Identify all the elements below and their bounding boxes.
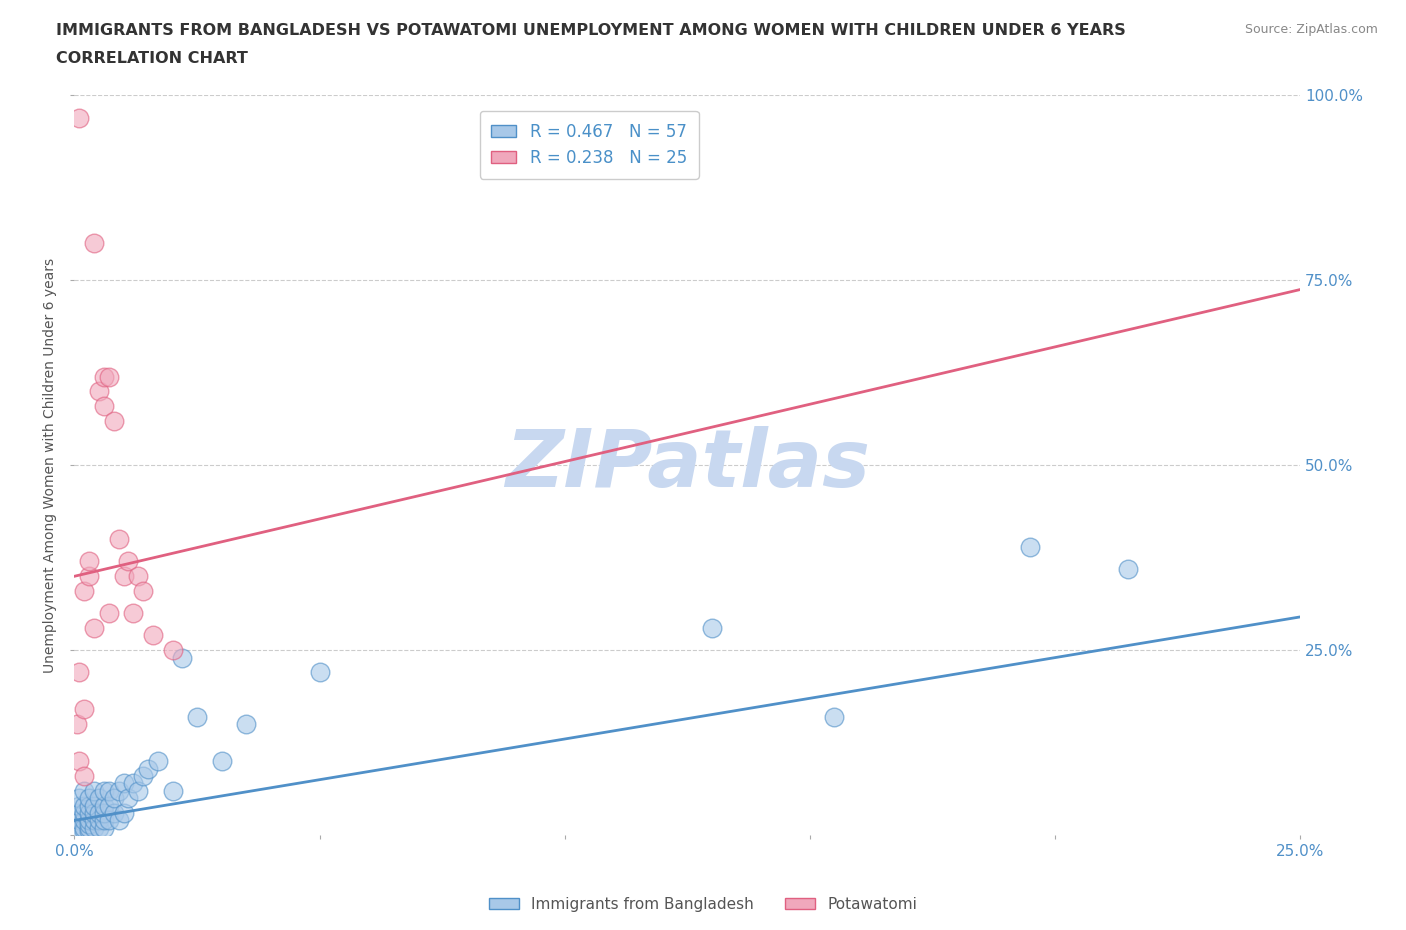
- Point: [83, 820, 105, 835]
- Point: [77, 790, 100, 805]
- Point: [103, 805, 125, 820]
- Point: [73, 805, 96, 820]
- Point: [77, 554, 100, 569]
- Point: [67, 798, 90, 813]
- Point: [1019, 539, 1042, 554]
- Point: [127, 569, 149, 584]
- Point: [112, 569, 135, 584]
- Point: [823, 710, 845, 724]
- Point: [93, 820, 115, 835]
- Point: [172, 650, 194, 665]
- Point: [103, 790, 125, 805]
- Point: [162, 783, 184, 798]
- Text: Source: ZipAtlas.com: Source: ZipAtlas.com: [1244, 23, 1378, 36]
- Point: [93, 805, 115, 820]
- Point: [1118, 562, 1140, 577]
- Point: [136, 761, 159, 776]
- Point: [93, 798, 115, 813]
- Point: [73, 783, 96, 798]
- Point: [132, 584, 155, 599]
- Point: [87, 813, 110, 828]
- Point: [73, 584, 96, 599]
- Point: [97, 813, 120, 828]
- Legend: R = 0.467   N = 57, R = 0.238   N = 25: R = 0.467 N = 57, R = 0.238 N = 25: [479, 111, 699, 179]
- Point: [93, 813, 115, 828]
- Point: [87, 384, 110, 399]
- Point: [112, 776, 135, 790]
- Point: [73, 813, 96, 828]
- Point: [77, 824, 100, 839]
- Point: [146, 753, 169, 768]
- Point: [77, 820, 100, 835]
- Point: [122, 776, 145, 790]
- Point: [83, 805, 105, 820]
- Point: [103, 414, 125, 429]
- Point: [73, 824, 96, 839]
- Text: IMMIGRANTS FROM BANGLADESH VS POTAWATOMI UNEMPLOYMENT AMONG WOMEN WITH CHILDREN : IMMIGRANTS FROM BANGLADESH VS POTAWATOMI…: [56, 23, 1126, 38]
- Text: CORRELATION CHART: CORRELATION CHART: [56, 51, 247, 66]
- Point: [83, 813, 105, 828]
- Point: [142, 628, 165, 643]
- Point: [73, 820, 96, 835]
- Point: [107, 813, 129, 828]
- Point: [83, 783, 105, 798]
- Point: [73, 798, 96, 813]
- Point: [132, 768, 155, 783]
- Point: [186, 710, 208, 724]
- Point: [97, 605, 120, 620]
- Point: [73, 768, 96, 783]
- Point: [77, 798, 100, 813]
- Point: [97, 798, 120, 813]
- Point: [67, 665, 90, 680]
- Point: [73, 702, 96, 717]
- Y-axis label: Unemployment Among Women with Children Under 6 years: Unemployment Among Women with Children U…: [44, 258, 58, 672]
- Point: [67, 790, 90, 805]
- Point: [67, 813, 90, 828]
- Point: [67, 110, 90, 125]
- Point: [77, 817, 100, 831]
- Point: [66, 717, 89, 732]
- Point: [83, 620, 105, 635]
- Point: [77, 805, 100, 820]
- Point: [67, 753, 90, 768]
- Point: [107, 783, 129, 798]
- Text: ZIPatlas: ZIPatlas: [505, 426, 870, 504]
- Point: [93, 399, 115, 414]
- Point: [67, 805, 90, 820]
- Point: [97, 783, 120, 798]
- Point: [97, 369, 120, 384]
- Point: [235, 717, 257, 732]
- Point: [83, 798, 105, 813]
- Point: [162, 643, 184, 658]
- Point: [87, 820, 110, 835]
- Point: [87, 805, 110, 820]
- Point: [83, 236, 105, 251]
- Point: [93, 369, 115, 384]
- Point: [117, 554, 139, 569]
- Point: [107, 532, 129, 547]
- Point: [87, 790, 110, 805]
- Point: [127, 783, 149, 798]
- Legend: Immigrants from Bangladesh, Potawatomi: Immigrants from Bangladesh, Potawatomi: [482, 891, 924, 918]
- Point: [77, 569, 100, 584]
- Point: [211, 753, 233, 768]
- Point: [93, 783, 115, 798]
- Point: [66, 820, 89, 835]
- Point: [77, 813, 100, 828]
- Point: [117, 790, 139, 805]
- Point: [122, 605, 145, 620]
- Point: [308, 665, 330, 680]
- Point: [112, 805, 135, 820]
- Point: [700, 620, 723, 635]
